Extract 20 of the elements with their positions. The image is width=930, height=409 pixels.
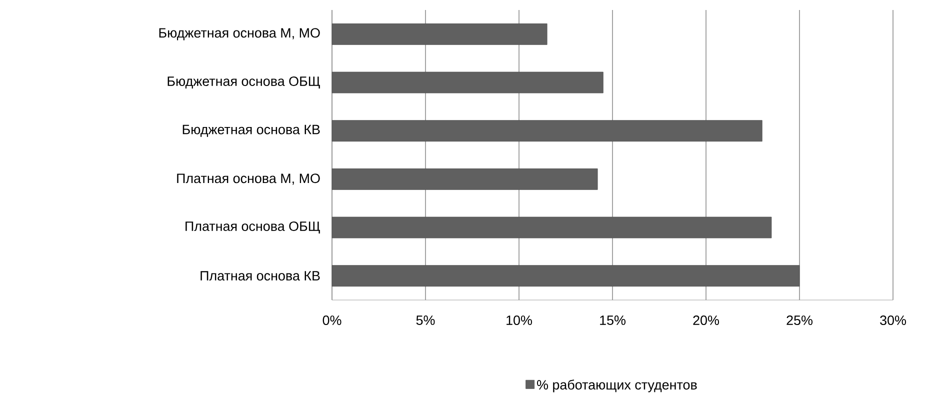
x-tick-label: 0%	[322, 316, 342, 326]
x-tick-label: 15%	[600, 316, 626, 325]
legend-label: % работающих студентов	[537, 380, 697, 392]
bar	[332, 120, 762, 142]
bar	[332, 216, 772, 238]
y-tick-label: Бюджетная основа ОБЩ	[168, 76, 320, 89]
x-tick-label: 10%	[506, 316, 532, 326]
x-tick-label: 20%	[693, 316, 719, 326]
bar	[332, 23, 548, 45]
y-tick-label: Бюджетная основа М, МО	[159, 28, 320, 40]
x-tick-label: 30%	[880, 316, 906, 326]
x-tick-label: 5%	[416, 316, 435, 325]
y-tick-label: Платная основа КВ	[200, 271, 320, 281]
bar	[332, 265, 800, 287]
bar	[332, 72, 604, 94]
y-tick-label: Бюджетная основа КВ	[182, 124, 320, 137]
x-tick-label: 25%	[786, 316, 812, 326]
bar	[332, 168, 598, 190]
y-tick-label: Платная основа М, МО	[177, 174, 320, 185]
y-tick-label: Платная основа ОБЩ	[186, 221, 320, 234]
